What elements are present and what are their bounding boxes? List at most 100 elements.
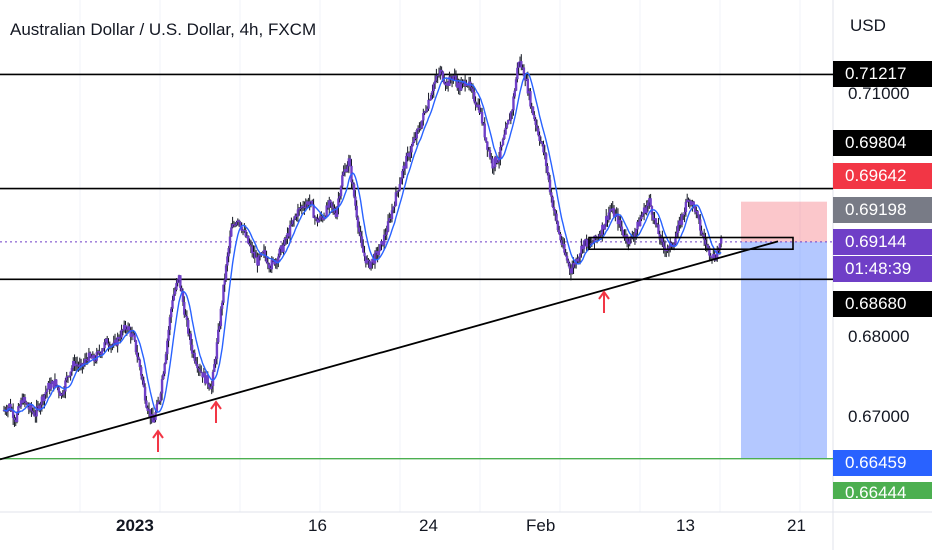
candle-body — [330, 202, 334, 207]
candle-body — [606, 216, 609, 220]
price-tag[interactable]: 0.69804 — [833, 130, 932, 156]
price-tick-label: 0.67000 — [848, 407, 909, 426]
candle-body — [122, 324, 126, 331]
candle-body — [299, 208, 302, 210]
candle-body — [345, 169, 348, 172]
candle-body — [563, 243, 566, 253]
candle-body — [121, 329, 125, 331]
candle-body — [599, 234, 603, 236]
candle-body — [9, 403, 12, 411]
candle-body — [437, 74, 441, 76]
candle-body — [282, 244, 285, 253]
candle-body — [273, 259, 276, 265]
candle-body — [217, 329, 220, 343]
candle-body — [537, 128, 540, 136]
candle-body — [645, 206, 648, 213]
candle-body — [399, 178, 403, 185]
candle-body — [128, 326, 131, 330]
candle-body — [445, 82, 449, 86]
candle-body — [218, 326, 221, 330]
candle-body — [640, 216, 643, 220]
candle-body — [175, 283, 178, 290]
candle-body — [163, 363, 166, 374]
candle-body — [612, 208, 616, 217]
candle-body — [151, 414, 155, 423]
candle-body — [25, 401, 28, 404]
candle-body — [70, 367, 74, 372]
candle-body — [672, 243, 676, 246]
candle-body — [676, 225, 680, 234]
candle-body — [418, 128, 421, 130]
candle-body — [531, 106, 535, 115]
candle-body — [513, 90, 516, 97]
drawings[interactable] — [0, 236, 794, 461]
candle-body — [298, 208, 301, 210]
candle-body — [356, 217, 360, 228]
candle-body — [77, 365, 80, 367]
horizontal-levels[interactable] — [0, 73, 833, 460]
price-tag[interactable]: 0.69144 — [833, 229, 932, 255]
candle-body — [419, 127, 422, 129]
candle-body — [712, 253, 715, 258]
candle-body — [130, 333, 134, 337]
candle-body — [567, 260, 570, 263]
candle-body — [405, 155, 408, 169]
candle-body — [138, 359, 142, 367]
price-tag[interactable]: 01:48:39 — [833, 256, 932, 282]
currency-label: USD — [850, 16, 886, 35]
price-tag[interactable]: 0.69198 — [833, 197, 932, 223]
price-tag[interactable]: 0.69642 — [833, 163, 932, 189]
candle-body — [543, 152, 547, 154]
time-label: 16 — [308, 516, 327, 535]
candle-body — [244, 230, 247, 237]
price-tag[interactable]: 0.68680 — [833, 291, 932, 317]
time-label: 24 — [419, 516, 438, 535]
candle-body — [456, 80, 459, 88]
candle-body — [277, 256, 280, 263]
price-axis[interactable]: 0.71000 0.68000 0.67000 — [848, 84, 909, 426]
candle-body — [504, 127, 507, 135]
candle-body — [117, 336, 121, 339]
candle-body — [36, 405, 40, 407]
candle-body — [279, 245, 283, 250]
candle-body — [85, 358, 88, 360]
candle-body — [365, 259, 369, 264]
candle-body — [453, 75, 456, 77]
candle-body — [496, 161, 499, 163]
candle-body — [695, 211, 698, 213]
candle-body — [507, 119, 510, 125]
candle-body — [198, 368, 202, 372]
candle-body — [693, 205, 697, 213]
candle-body — [39, 404, 42, 410]
candle-body — [461, 81, 464, 84]
candle-body — [476, 104, 480, 108]
candle-body — [398, 184, 402, 191]
candle-body — [254, 257, 258, 259]
candle-body — [98, 351, 101, 354]
time-axis[interactable]: 2023 16 24 Feb 13 21 — [116, 516, 806, 535]
price-tag[interactable]: 0.66444 — [833, 482, 932, 499]
candle-body — [287, 233, 290, 237]
candle-body — [354, 196, 357, 206]
candle-body — [561, 243, 565, 245]
candle-body — [139, 366, 143, 376]
candle-body — [281, 245, 284, 253]
candle-body — [47, 382, 50, 390]
candle-body — [188, 333, 191, 335]
candle-body — [661, 237, 664, 242]
candle-body — [267, 264, 271, 269]
candle-body — [386, 221, 390, 232]
price-tag[interactable]: 0.71217 — [833, 61, 932, 87]
candle-body — [355, 205, 358, 218]
candle-body — [432, 83, 435, 91]
candle-body — [403, 165, 407, 169]
candle-body — [155, 404, 159, 413]
candle-body — [300, 206, 304, 209]
candle-body — [384, 234, 387, 236]
price-tag[interactable]: 0.66459 — [833, 450, 932, 476]
candle-body — [372, 258, 375, 264]
candle-body — [699, 219, 702, 231]
candle-body — [420, 120, 424, 128]
candle-body — [68, 375, 71, 377]
